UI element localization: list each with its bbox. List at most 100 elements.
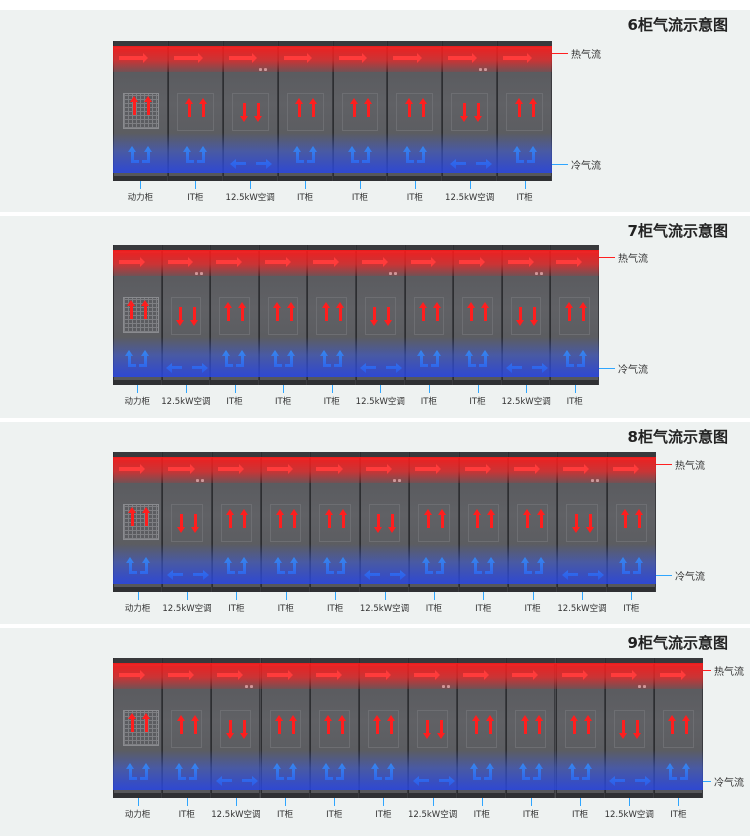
diagram-panel-1: 6柜气流示意图 热气流 冷气流 动力柜 IT柜 12.5kW空调 IT柜 IT柜 IT柜 12.5… (0, 10, 750, 212)
hot-air-label: 热气流 (618, 254, 648, 265)
cabinet-door-panel (506, 93, 543, 131)
hot-air-up-arrow-icon (682, 715, 691, 734)
hot-air-flow-arrow-icon (556, 257, 583, 267)
cabinet-label: 动力柜 (124, 604, 151, 614)
power-cabinet (113, 452, 163, 592)
hot-air-down-arrow-icon (388, 514, 397, 533)
hot-air-up-arrow-icon (418, 302, 427, 321)
cold-air-up-arrow-icon (333, 350, 344, 367)
cabinet-label: 动力柜 (124, 810, 151, 820)
cabinet-door-panel (462, 297, 493, 335)
label-tick (186, 798, 188, 806)
cabinet-label: IT柜 (276, 810, 294, 820)
hot-air-up-arrow-icon (339, 509, 348, 528)
label-tick (235, 798, 237, 806)
cold-air-up-arrow-icon (139, 763, 150, 780)
cold-air-up-arrow-icon (576, 350, 587, 367)
label-tick (383, 798, 385, 806)
cold-air-up-arrow-icon (125, 557, 137, 574)
cold-air-left-arrow-icon (449, 158, 466, 169)
indicator-dots-icon (244, 685, 253, 689)
indicator-dots-icon (638, 685, 647, 689)
hot-air-up-arrow-icon (338, 715, 347, 734)
hot-air-up-arrow-icon (363, 98, 372, 117)
cold-air-leader-line (656, 575, 672, 576)
hot-air-up-arrow-icon (564, 302, 573, 321)
hot-air-up-arrow-icon (485, 715, 494, 734)
cold-air-right-arrow-icon (475, 158, 492, 169)
label-tick (283, 385, 285, 393)
cabinet-label: IT柜 (406, 193, 423, 203)
cabinet-label: IT柜 (327, 604, 344, 614)
cabinet-door-panel (467, 504, 499, 542)
it-cabinet (555, 658, 605, 798)
cabinet-door-panel (413, 297, 445, 335)
cold-air-label: 冷气流 (675, 572, 705, 583)
label-tick (137, 592, 139, 600)
hot-air-down-arrow-icon (240, 103, 249, 122)
cold-air-left-arrow-icon (364, 569, 381, 580)
hot-air-up-arrow-icon (224, 302, 233, 321)
hot-air-up-arrow-icon (141, 300, 150, 319)
cabinet-row (113, 245, 599, 385)
it-cabinet (506, 658, 556, 798)
cold-air-up-arrow-icon (287, 557, 298, 574)
cabinet-door-panel (451, 93, 489, 131)
cabinet-door-panel (615, 504, 647, 542)
hot-air-flow-arrow-icon (415, 464, 442, 474)
ac-unit-cabinet (359, 452, 410, 592)
it-cabinet (387, 41, 443, 181)
label-tick (524, 181, 526, 189)
label-tick (532, 592, 534, 600)
label-tick (432, 798, 434, 806)
hot-air-up-arrow-icon (418, 98, 427, 117)
cold-air-up-arrow-icon (285, 350, 296, 367)
hot-air-up-arrow-icon (578, 302, 587, 321)
cold-air-label: 冷气流 (714, 778, 744, 789)
hot-air-down-arrow-icon (177, 514, 186, 533)
hot-air-flow-arrow-icon (173, 53, 203, 63)
cabinet-label: IT柜 (351, 193, 369, 203)
hot-air-flow-arrow-icon (364, 670, 392, 680)
it-cabinet (507, 452, 558, 592)
hot-air-up-arrow-icon (473, 509, 482, 528)
cabinet-door-panel (318, 710, 350, 748)
hot-air-down-arrow-icon (436, 720, 445, 739)
label-tick (433, 592, 435, 600)
indicator-dots-icon (441, 685, 450, 689)
hot-air-down-arrow-icon (175, 307, 184, 326)
cold-air-up-arrow-icon (125, 350, 137, 367)
cold-air-right-arrow-icon (256, 158, 273, 169)
hot-air-flow-arrow-icon (217, 670, 244, 680)
cabinet-door-panel (368, 504, 401, 542)
vent-grille-icon (123, 710, 159, 746)
cabinet-label: IT柜 (524, 604, 541, 614)
hot-air-up-arrow-icon (141, 713, 150, 732)
hot-air-flow-arrow-icon (459, 257, 485, 267)
hot-air-up-arrow-icon (289, 715, 298, 734)
cabinet-label: IT柜 (187, 193, 204, 203)
cabinet-label: IT柜 (522, 810, 540, 820)
cabinet-door-panel (417, 710, 449, 748)
hot-air-up-arrow-icon (324, 715, 333, 734)
cold-air-left-arrow-icon (167, 569, 184, 580)
hot-air-leader-line (599, 257, 615, 258)
cold-air-right-arrow-icon (386, 362, 403, 373)
hot-air-up-arrow-icon (423, 509, 432, 528)
cold-air-up-arrow-icon (322, 763, 334, 780)
cold-air-right-arrow-icon (635, 775, 652, 786)
cold-air-up-arrow-icon (680, 763, 691, 780)
cold-air-leader-line (599, 368, 615, 369)
cabinet-door-panel (176, 93, 214, 131)
cold-air-right-arrow-icon (532, 362, 549, 373)
cabinet-label: 12.5kW空调 (359, 604, 410, 614)
cold-air-up-arrow-icon (465, 350, 477, 367)
cold-air-up-arrow-icon (347, 146, 359, 163)
hot-air-down-arrow-icon (571, 514, 580, 533)
it-cabinet (497, 41, 552, 181)
cabinet-label: IT柜 (226, 397, 243, 407)
cabinet-label: 动力柜 (124, 397, 151, 407)
hot-air-up-arrow-icon (130, 96, 139, 115)
it-cabinet (606, 452, 656, 592)
power-cabinet (113, 245, 162, 385)
